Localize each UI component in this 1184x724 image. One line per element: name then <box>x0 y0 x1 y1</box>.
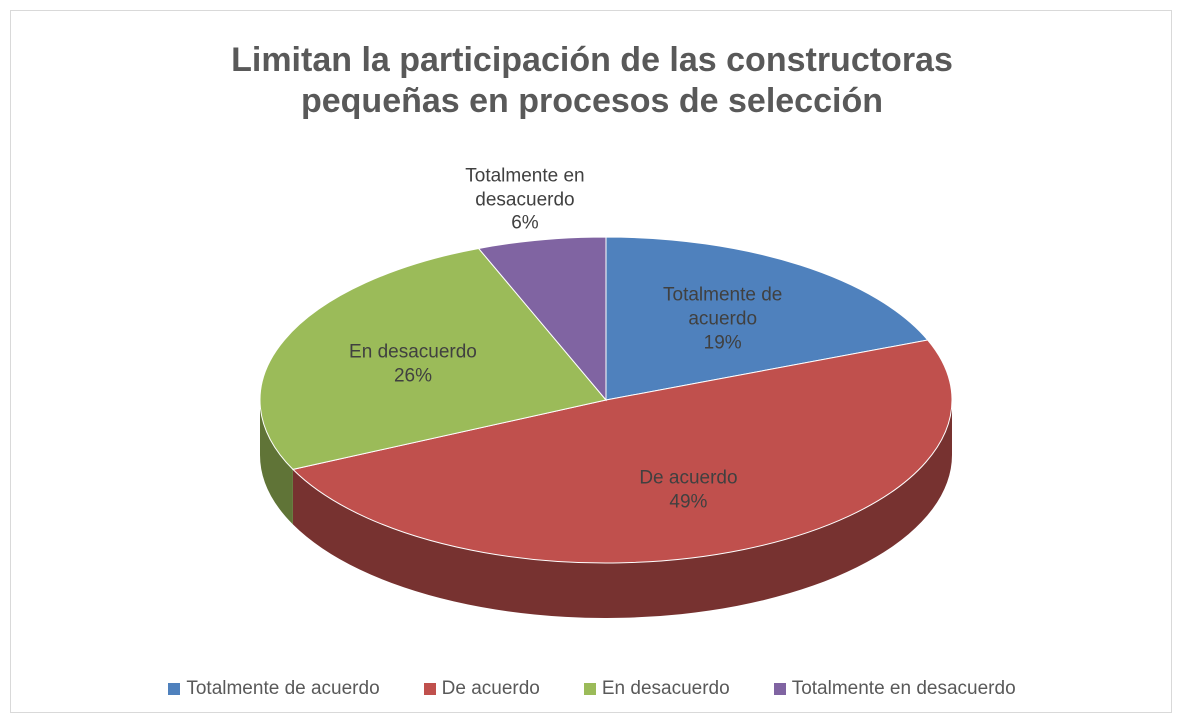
data-label-value: 6% <box>511 212 539 234</box>
slice-side <box>260 400 293 525</box>
chart-title: Limitan la participación de las construc… <box>231 41 953 121</box>
slice <box>291 339 953 564</box>
legend-label: Totalmente de acuerdo <box>186 678 380 699</box>
data-label-category: Totalmente en desacuerdo <box>465 165 585 210</box>
legend-swatch <box>583 683 596 695</box>
data-label: Totalmente en desacuerdo 6% <box>440 164 610 235</box>
data-label-category: Totalmente de acuerdo <box>663 284 783 330</box>
slice <box>259 247 607 470</box>
data-label-value: 49% <box>669 490 708 512</box>
legend-item: Totalmente en desacuerdo <box>773 678 1016 700</box>
legend-item: Totalmente de acuerdo <box>168 678 380 700</box>
legend-label: De acuerdo <box>441 678 540 699</box>
slice <box>477 236 607 402</box>
legend-swatch <box>773 683 786 695</box>
data-label: De acuerdo 49% <box>603 466 773 514</box>
slice <box>605 236 929 401</box>
data-label-value: 26% <box>393 364 432 386</box>
legend: Totalmente de acuerdo De acuerdo En desacu… <box>0 678 1184 700</box>
legend-swatch <box>423 683 436 695</box>
data-label: Totalmente de acuerdo 19% <box>638 283 808 354</box>
chart-frame <box>10 10 1172 713</box>
slice-side <box>292 400 953 618</box>
legend-swatch <box>168 683 181 695</box>
legend-label: Totalmente en desacuerdo <box>791 678 1016 699</box>
data-label-category: De acuerdo <box>639 467 738 488</box>
legend-label: En desacuerdo <box>601 678 730 699</box>
data-label-value: 19% <box>703 331 742 353</box>
data-label-category: En desacuerdo <box>349 341 477 363</box>
legend-item: De acuerdo <box>423 678 540 700</box>
data-label: En desacuerdo 26% <box>328 340 498 388</box>
legend-item: En desacuerdo <box>583 678 730 700</box>
